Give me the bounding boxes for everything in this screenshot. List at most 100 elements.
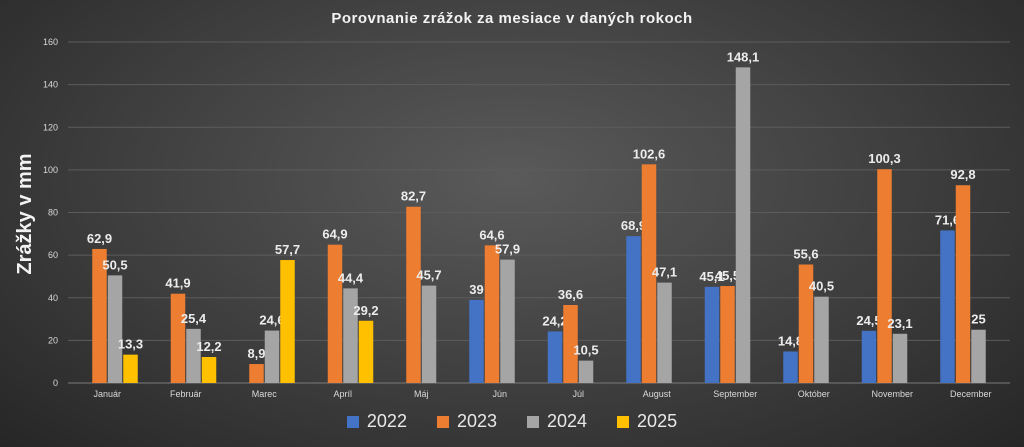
bar (327, 244, 343, 383)
bar (955, 185, 971, 383)
bar (170, 293, 186, 383)
y-tick-label: 80 (48, 208, 58, 218)
y-tick-label: 100 (43, 165, 58, 175)
y-tick-label: 0 (53, 378, 58, 388)
bar (249, 364, 264, 383)
x-tick-label: Jún (492, 389, 507, 399)
data-label: 36,6 (558, 287, 583, 302)
bar (186, 328, 201, 383)
legend-swatch (436, 415, 449, 428)
bar (343, 288, 358, 383)
bar (358, 320, 374, 383)
x-tick-label: Január (93, 389, 121, 399)
y-tick-label: 120 (43, 122, 58, 132)
legend-item: 2025 (617, 411, 677, 432)
bar (657, 282, 672, 383)
bar (971, 329, 986, 383)
bar (123, 354, 138, 383)
bar (484, 245, 500, 383)
plot-area: 0 20 40 60 80 100 120 140 160 62,9 50,5 13,3 Január 4… (43, 37, 1010, 399)
legend-swatch (617, 415, 630, 428)
bar (264, 330, 280, 383)
x-tick-label: Február (170, 389, 202, 399)
data-label: 100,3 (868, 151, 901, 166)
legend-item: 2024 (527, 411, 587, 432)
bar (877, 169, 892, 383)
bar (783, 351, 798, 383)
data-label: 23,1 (887, 316, 912, 331)
bar (92, 248, 107, 383)
data-label: 71,6 (935, 212, 960, 227)
data-label: 57,9 (495, 242, 520, 257)
bar (720, 286, 735, 383)
data-label: 8,9 (247, 346, 265, 361)
legend-label: 2023 (456, 411, 497, 431)
data-label: 50,5 (102, 257, 127, 272)
data-label: 62,9 (87, 231, 112, 246)
chart-title: Porovnanie zrážok za mesiace v daných ro… (331, 10, 693, 27)
data-label: 47,1 (652, 265, 677, 280)
y-tick-label: 40 (48, 293, 58, 303)
bar (814, 296, 829, 383)
bar (547, 331, 563, 383)
bar (704, 286, 720, 383)
legend-item: 2023 (436, 411, 497, 432)
data-label: 45,5 (715, 268, 740, 283)
x-tick-label: September (713, 389, 757, 399)
data-label: 24,5 (856, 313, 881, 328)
data-label: 68,9 (621, 218, 646, 233)
data-label: 10,5 (573, 343, 598, 358)
x-tick-label: December (950, 389, 992, 399)
legend: 2022 2023 2024 2025 (0, 411, 1024, 432)
legend-item: 2022 (346, 411, 407, 432)
x-tick-label: Október (798, 389, 830, 399)
y-tick-label: 60 (48, 250, 58, 260)
bar (107, 275, 123, 383)
data-label: 45,1 (699, 269, 724, 284)
x-tick-label: August (643, 389, 672, 399)
bar (421, 285, 437, 383)
y-tick-label: 20 (48, 335, 58, 345)
bar (406, 206, 421, 383)
x-tick-label: Apríl (333, 389, 352, 399)
bar (201, 356, 217, 383)
bar (626, 236, 641, 383)
bar (563, 304, 578, 383)
data-label: 55,6 (793, 247, 818, 262)
data-label: 82,7 (401, 189, 426, 204)
x-tick-label: Marec (252, 389, 278, 399)
x-tick-label: Júl (572, 389, 584, 399)
bar (578, 360, 594, 383)
x-tick-label: Máj (414, 389, 429, 399)
data-label: 64,9 (322, 227, 347, 242)
data-label: 40,5 (809, 279, 834, 294)
y-tick-label: 160 (43, 37, 58, 47)
data-label: 14,8 (778, 333, 803, 348)
legend-label: 2025 (637, 411, 678, 431)
data-label: 102,6 (633, 146, 666, 161)
x-tick-label: November (871, 389, 913, 399)
data-label: 64,6 (479, 227, 504, 242)
data-label: 24,2 (542, 313, 567, 328)
bar (940, 230, 955, 383)
bar (469, 299, 484, 383)
bar (500, 259, 515, 383)
bar (798, 264, 814, 383)
data-label: 41,9 (165, 276, 190, 291)
bar (280, 260, 295, 383)
bar (735, 67, 751, 383)
bar (892, 333, 908, 383)
bar (861, 330, 877, 383)
data-label: 12,2 (196, 339, 221, 354)
data-label: 92,8 (950, 167, 975, 182)
data-label: 25,4 (181, 311, 207, 326)
legend-swatch (346, 415, 359, 428)
data-label: 45,7 (416, 268, 441, 283)
data-label: 39 (469, 282, 483, 297)
data-label: 148,1 (727, 49, 760, 64)
data-label: 44,4 (338, 270, 364, 285)
legend-swatch (527, 415, 539, 428)
bar (641, 164, 657, 383)
legend-label: 2024 (547, 411, 588, 431)
data-label: 29,2 (353, 303, 378, 318)
